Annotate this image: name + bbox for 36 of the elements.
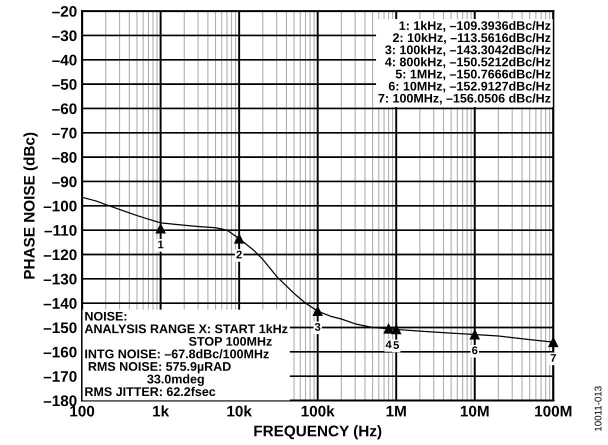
y-tick-label: –160 xyxy=(44,346,77,358)
y-tick-label: –150 xyxy=(44,322,77,334)
y-tick-label: –130 xyxy=(44,274,77,285)
annotation: 1 xyxy=(158,240,164,248)
y-tick-label: –140 xyxy=(44,298,77,309)
x-tick-label: 1M xyxy=(386,406,406,416)
x-tick-label: 100k xyxy=(302,405,335,417)
y-axis-title: PHASE NOISE (dBc) xyxy=(23,132,38,279)
annotation: 1: 1kHz, –109.3936dBc/Hz 2: 10kHz, –113.5616dBc/Hz 3: 100kHz, –143.3042dBc/Hz 4: 800kHz, –150.5212dBc/Hz 5: 1MHz, –150.7666dBc/Hz 6: 10MHz, –152.9127dBc/Hz 7: 100MHz, –156.0506 dBc/Hz xyxy=(378,20,550,104)
annotation: 4 xyxy=(386,340,392,348)
y-tick-label: –90 xyxy=(52,176,77,188)
annotation: 7 xyxy=(550,354,556,362)
x-tick-label: 10M xyxy=(460,406,489,417)
y-tick-label: –170 xyxy=(44,371,77,382)
y-tick-label: –180 xyxy=(44,395,77,406)
y-tick-label: –40 xyxy=(52,54,77,66)
annotation: NOISE: ANALYSIS RANGE X: START 1kHz STOP 100MHz INTG NOISE: –67.8dBc/100MHz RMS NOISE: 575.9µRAD 33.0mdeg RMS JITTER: 62.2fsec xyxy=(84,312,288,396)
y-tick-label: –120 xyxy=(44,249,77,260)
x-tick-label: 1k xyxy=(153,405,170,416)
y-tick-label: –100 xyxy=(44,200,77,212)
annotation: 5 xyxy=(393,341,399,350)
y-tick-label: –70 xyxy=(52,128,77,138)
annotation: 3 xyxy=(314,322,320,331)
x-tick-label: 10k xyxy=(227,405,252,417)
annotation: 6 xyxy=(472,346,478,354)
y-tick-label: –50 xyxy=(52,79,77,90)
y-tick-label: –20 xyxy=(52,6,77,17)
y-tick-label: –30 xyxy=(52,30,77,42)
x-axis-title: FREQUENCY (Hz) xyxy=(254,425,382,440)
y-tick-label: –110 xyxy=(44,225,77,236)
x-tick-label: 100M xyxy=(535,406,572,417)
x-tick-label: 100 xyxy=(70,406,94,417)
y-tick-label: –60 xyxy=(52,103,77,114)
annotation: 2 xyxy=(236,250,242,258)
y-tick-label: –80 xyxy=(52,152,77,163)
text: 10011-013 xyxy=(594,386,602,431)
